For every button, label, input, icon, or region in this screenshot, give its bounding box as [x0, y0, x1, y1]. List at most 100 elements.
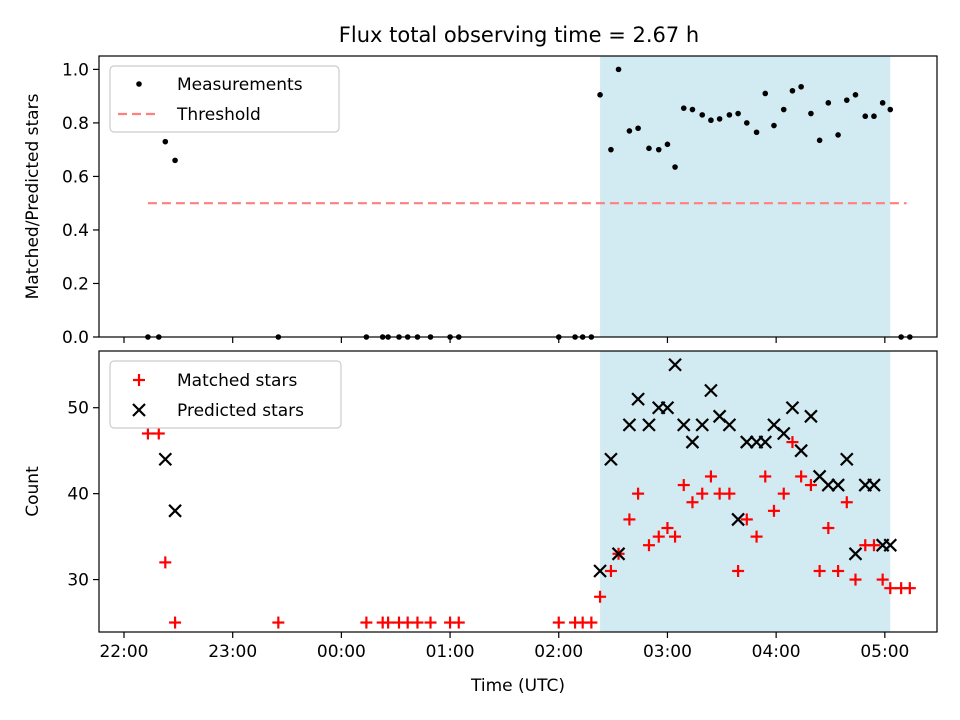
predicted-star-point — [883, 538, 898, 552]
predicted-star-point — [631, 392, 645, 406]
legend-predicted-label: Predicted stars — [177, 401, 304, 421]
measurement-point — [162, 138, 169, 145]
measurement-point — [615, 66, 622, 73]
predicted-star-point — [785, 400, 800, 415]
predicted-star-point — [804, 409, 818, 424]
matched-star-point — [849, 573, 862, 586]
matched-star-point — [884, 582, 897, 595]
y-tick-label: 0.0 — [62, 328, 89, 348]
matched-star-point — [876, 573, 889, 586]
matched-star-point — [677, 479, 690, 492]
predicted-star-point — [731, 512, 745, 527]
legend-measurements-marker — [136, 81, 142, 87]
x-tick-label: 03:00 — [643, 642, 692, 662]
matched-star-point — [661, 522, 674, 535]
matched-star-point — [360, 616, 373, 629]
top-shaded-band — [600, 56, 891, 337]
measurement-point — [708, 117, 714, 124]
predicted-star-point — [704, 383, 718, 398]
y-tick-label: 0.2 — [62, 274, 89, 294]
measurement-point — [789, 87, 796, 94]
x-tick-label: 04:00 — [752, 642, 801, 662]
matched-star-point — [867, 539, 880, 552]
measurement-point — [664, 141, 671, 148]
matched-star-point — [623, 513, 636, 526]
measurement-point — [716, 116, 723, 122]
matched-star-point — [813, 564, 826, 577]
top-y-ticks: 0.0 0.2 0.4 0.6 0.8 1.0 — [62, 60, 99, 348]
x-tick-label: 05:00 — [860, 642, 909, 662]
matched-star-point — [750, 530, 763, 543]
matched-star-point — [686, 496, 699, 509]
matched-star-point — [272, 616, 285, 629]
matched-star-point — [704, 470, 717, 483]
matched-star-point — [169, 616, 182, 629]
legend-matched-marker — [133, 374, 145, 386]
top-legend-box — [109, 65, 340, 133]
predicted-star-point — [642, 418, 656, 432]
predicted-star-point — [604, 452, 618, 467]
top-x-ticks — [123, 337, 886, 343]
predicted-star-point — [831, 478, 845, 492]
predicted-star-point — [611, 547, 626, 561]
measurement-point — [743, 120, 750, 126]
predicted-star-point — [821, 478, 836, 492]
matched-star-point — [452, 616, 465, 629]
x-tick-label: 00:00 — [317, 642, 366, 662]
measurement-point — [699, 112, 706, 118]
matched-star-point — [585, 616, 598, 629]
predicted-star-point — [676, 418, 691, 432]
legend-threshold-label: Threshold — [176, 105, 261, 125]
x-axis-label: Time (UTC) — [470, 676, 565, 696]
bottom-legend: Matched stars Predicted stars — [109, 360, 342, 429]
measurement-point — [871, 113, 877, 120]
bottom-y-ticks: 30 40 50 — [67, 399, 99, 591]
bottom-panel: 30 40 50 22:00 23:00 00:00 01:00 02:00 03:00 04:… — [23, 350, 938, 696]
y-tick-label: 0.4 — [62, 221, 89, 241]
measurement-point — [879, 100, 886, 106]
star-count-points — [141, 357, 916, 629]
y-tick-label: 0.6 — [62, 167, 89, 187]
measurement-point — [172, 157, 178, 164]
measurement-point — [887, 106, 894, 113]
predicted-star-point — [685, 435, 700, 449]
measurement-point — [635, 125, 641, 132]
measurement-point — [862, 113, 869, 120]
matched-star-point — [903, 582, 916, 595]
x-tick-label: 23:00 — [208, 642, 257, 662]
chart-title: Flux total observing time = 2.67 h — [339, 23, 699, 47]
predicted-star-point — [593, 564, 607, 578]
measurement-point — [680, 105, 687, 111]
matched-star-point — [777, 487, 790, 500]
measurement-point — [646, 145, 652, 152]
matched-star-point — [411, 616, 424, 629]
measurement-point — [798, 83, 804, 90]
matched-star-point — [804, 479, 817, 492]
predicted-star-point — [158, 452, 173, 467]
matched-star-point — [552, 616, 565, 629]
matched-star-point — [696, 487, 709, 500]
matched-star-point — [159, 556, 172, 569]
matched-star-point — [767, 504, 780, 517]
matched-star-point — [832, 564, 845, 577]
measurement-point — [672, 164, 678, 170]
top-panel: 0.0 0.2 0.4 0.6 0.8 1.0 Matched/Predicted sta… — [23, 55, 938, 348]
matched-star-point — [759, 470, 772, 483]
predicted-star-point — [695, 418, 710, 432]
x-tick-label: 02:00 — [534, 642, 583, 662]
measurement-point — [655, 146, 662, 153]
measurement-point — [762, 90, 769, 97]
matched-star-point — [632, 487, 645, 500]
predicted-star-point — [848, 547, 863, 561]
matched-star-point — [740, 513, 753, 526]
bottom-y-axis-label: Count — [23, 466, 43, 517]
legend-predicted-marker — [132, 403, 146, 417]
measurement-point — [753, 129, 760, 136]
measurement-point — [843, 97, 850, 103]
bottom-x-ticks: 22:00 23:00 00:00 01:00 02:00 03:00 04:00 05:00 — [99, 632, 909, 662]
y-tick-label: 40 — [67, 485, 89, 505]
predicted-star-point — [660, 400, 675, 415]
matched-star-point — [840, 496, 853, 509]
y-tick-label: 50 — [67, 399, 89, 419]
matched-star-point — [652, 530, 665, 543]
